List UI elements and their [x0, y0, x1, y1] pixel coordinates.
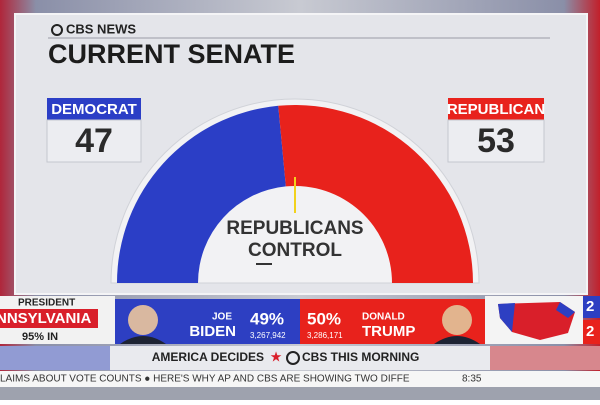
side-count: 2	[586, 298, 594, 315]
candidate-last: BIDEN	[189, 323, 236, 340]
senate-chart	[110, 98, 480, 284]
trump-suit	[434, 336, 480, 344]
us-map	[498, 302, 575, 340]
candidate-first: DONALD	[362, 312, 405, 323]
candidate-votes: 3,267,942	[250, 331, 286, 340]
star: ★	[270, 349, 283, 365]
seat-arc	[117, 105, 286, 283]
race: PRESIDENT	[18, 298, 75, 309]
candidate-votes: 3,286,171	[307, 331, 343, 340]
eye-logo	[286, 351, 300, 365]
biden-photo	[128, 305, 158, 335]
banner-left: AMERICA DECIDES	[152, 350, 264, 364]
reporting: 95% IN	[22, 331, 58, 343]
title: CURRENT SENATE	[48, 39, 295, 69]
rep-label-box	[448, 98, 544, 120]
trump-photo	[442, 305, 472, 335]
center-label: CONTROL	[248, 240, 342, 261]
dem-label: DEMOCRAT	[51, 101, 137, 118]
time-box	[452, 371, 600, 387]
dem-count-box	[46, 119, 142, 163]
banner-edge	[490, 346, 600, 370]
bottom-strip	[0, 387, 600, 400]
candidate-pct: 49%	[250, 309, 284, 328]
candidate-first: JOE	[212, 312, 232, 323]
banner-right: CBS THIS MORNING	[302, 350, 419, 364]
biden-suit	[120, 336, 166, 344]
candidate-last: TRUMP	[362, 323, 415, 340]
seat-arc	[278, 105, 473, 284]
candidate-pct: 50%	[307, 309, 341, 328]
side-blue	[583, 296, 600, 318]
brand: CBS NEWS	[66, 21, 136, 36]
crawl: LAIMS ABOUT VOTE COUNTS ● HERE'S WHY AP …	[0, 374, 410, 385]
rep-seats: 53	[477, 122, 515, 160]
banner-edge	[0, 346, 110, 370]
rep-label: REPUBLICAN	[447, 101, 545, 118]
dem-seats: 47	[75, 122, 113, 160]
eye-logo	[51, 24, 63, 36]
us-map-blue	[498, 302, 575, 332]
side-count: 2	[586, 323, 594, 340]
center-label: REPUBLICANS	[226, 218, 363, 239]
state: NNSYLVANIA	[0, 310, 91, 327]
time: 8:35	[462, 374, 482, 385]
state-box	[0, 309, 98, 328]
dem-label-box	[47, 98, 141, 120]
side-red	[583, 320, 600, 344]
rep-count-box	[447, 119, 545, 163]
crawl-bar	[0, 371, 600, 387]
